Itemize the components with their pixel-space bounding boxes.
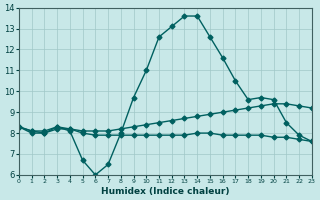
X-axis label: Humidex (Indice chaleur): Humidex (Indice chaleur) — [101, 187, 230, 196]
